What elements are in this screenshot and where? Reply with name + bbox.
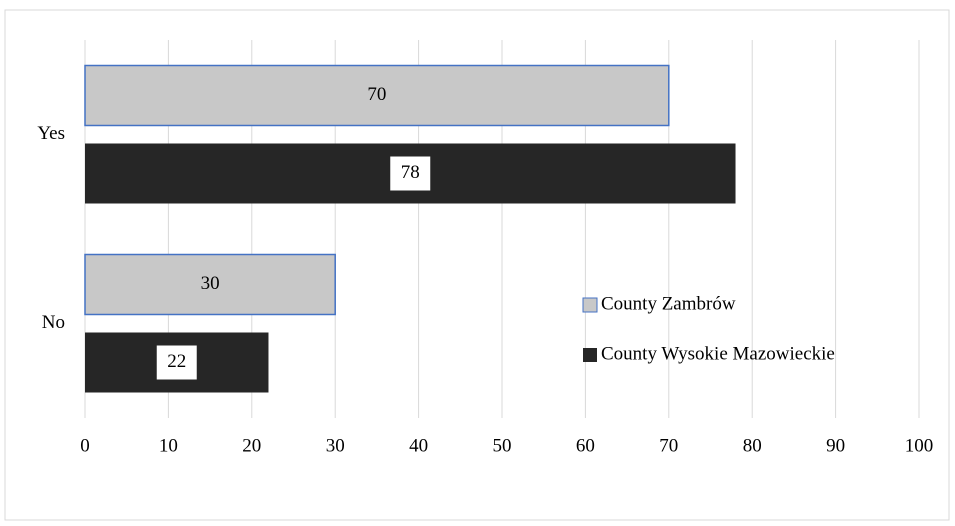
x-tick-label: 20 bbox=[242, 435, 261, 456]
x-tick-label: 10 bbox=[159, 435, 178, 456]
x-tick-label: 40 bbox=[409, 435, 428, 456]
bar bbox=[84, 64, 670, 127]
y-tick-label: Yes bbox=[37, 123, 65, 144]
x-tick-label: 50 bbox=[493, 435, 512, 456]
x-tick-label: 30 bbox=[326, 435, 345, 456]
y-tick-label: No bbox=[42, 312, 65, 333]
legend-label: County Wysokie Mazowieckie bbox=[601, 343, 835, 364]
x-tick-label: 70 bbox=[659, 435, 678, 456]
data-label: 70 bbox=[367, 84, 386, 105]
data-label-box bbox=[156, 345, 197, 380]
legend-swatch bbox=[582, 297, 598, 313]
data-label-box bbox=[390, 156, 431, 191]
x-tick-label: 80 bbox=[743, 435, 762, 456]
bar bbox=[84, 253, 336, 316]
x-tick-label: 60 bbox=[576, 435, 595, 456]
legend-label: County Zambrów bbox=[601, 293, 736, 314]
data-label: 30 bbox=[201, 273, 220, 294]
x-tick-label: 0 bbox=[80, 435, 90, 456]
data-label: 78 bbox=[401, 162, 420, 183]
legend-swatch bbox=[583, 348, 597, 362]
x-tick-label: 90 bbox=[826, 435, 845, 456]
data-label: 22 bbox=[167, 351, 186, 372]
x-tick-label: 100 bbox=[905, 435, 934, 456]
